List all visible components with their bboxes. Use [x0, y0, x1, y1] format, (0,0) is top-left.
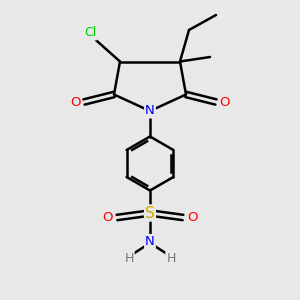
Text: Cl: Cl	[84, 26, 96, 40]
Text: O: O	[70, 95, 81, 109]
Text: H: H	[166, 251, 176, 265]
Text: N: N	[145, 235, 155, 248]
Text: N: N	[145, 104, 155, 118]
Text: O: O	[219, 95, 230, 109]
Text: O: O	[102, 211, 113, 224]
Text: O: O	[187, 211, 198, 224]
Text: H: H	[124, 251, 134, 265]
Text: S: S	[145, 206, 155, 220]
